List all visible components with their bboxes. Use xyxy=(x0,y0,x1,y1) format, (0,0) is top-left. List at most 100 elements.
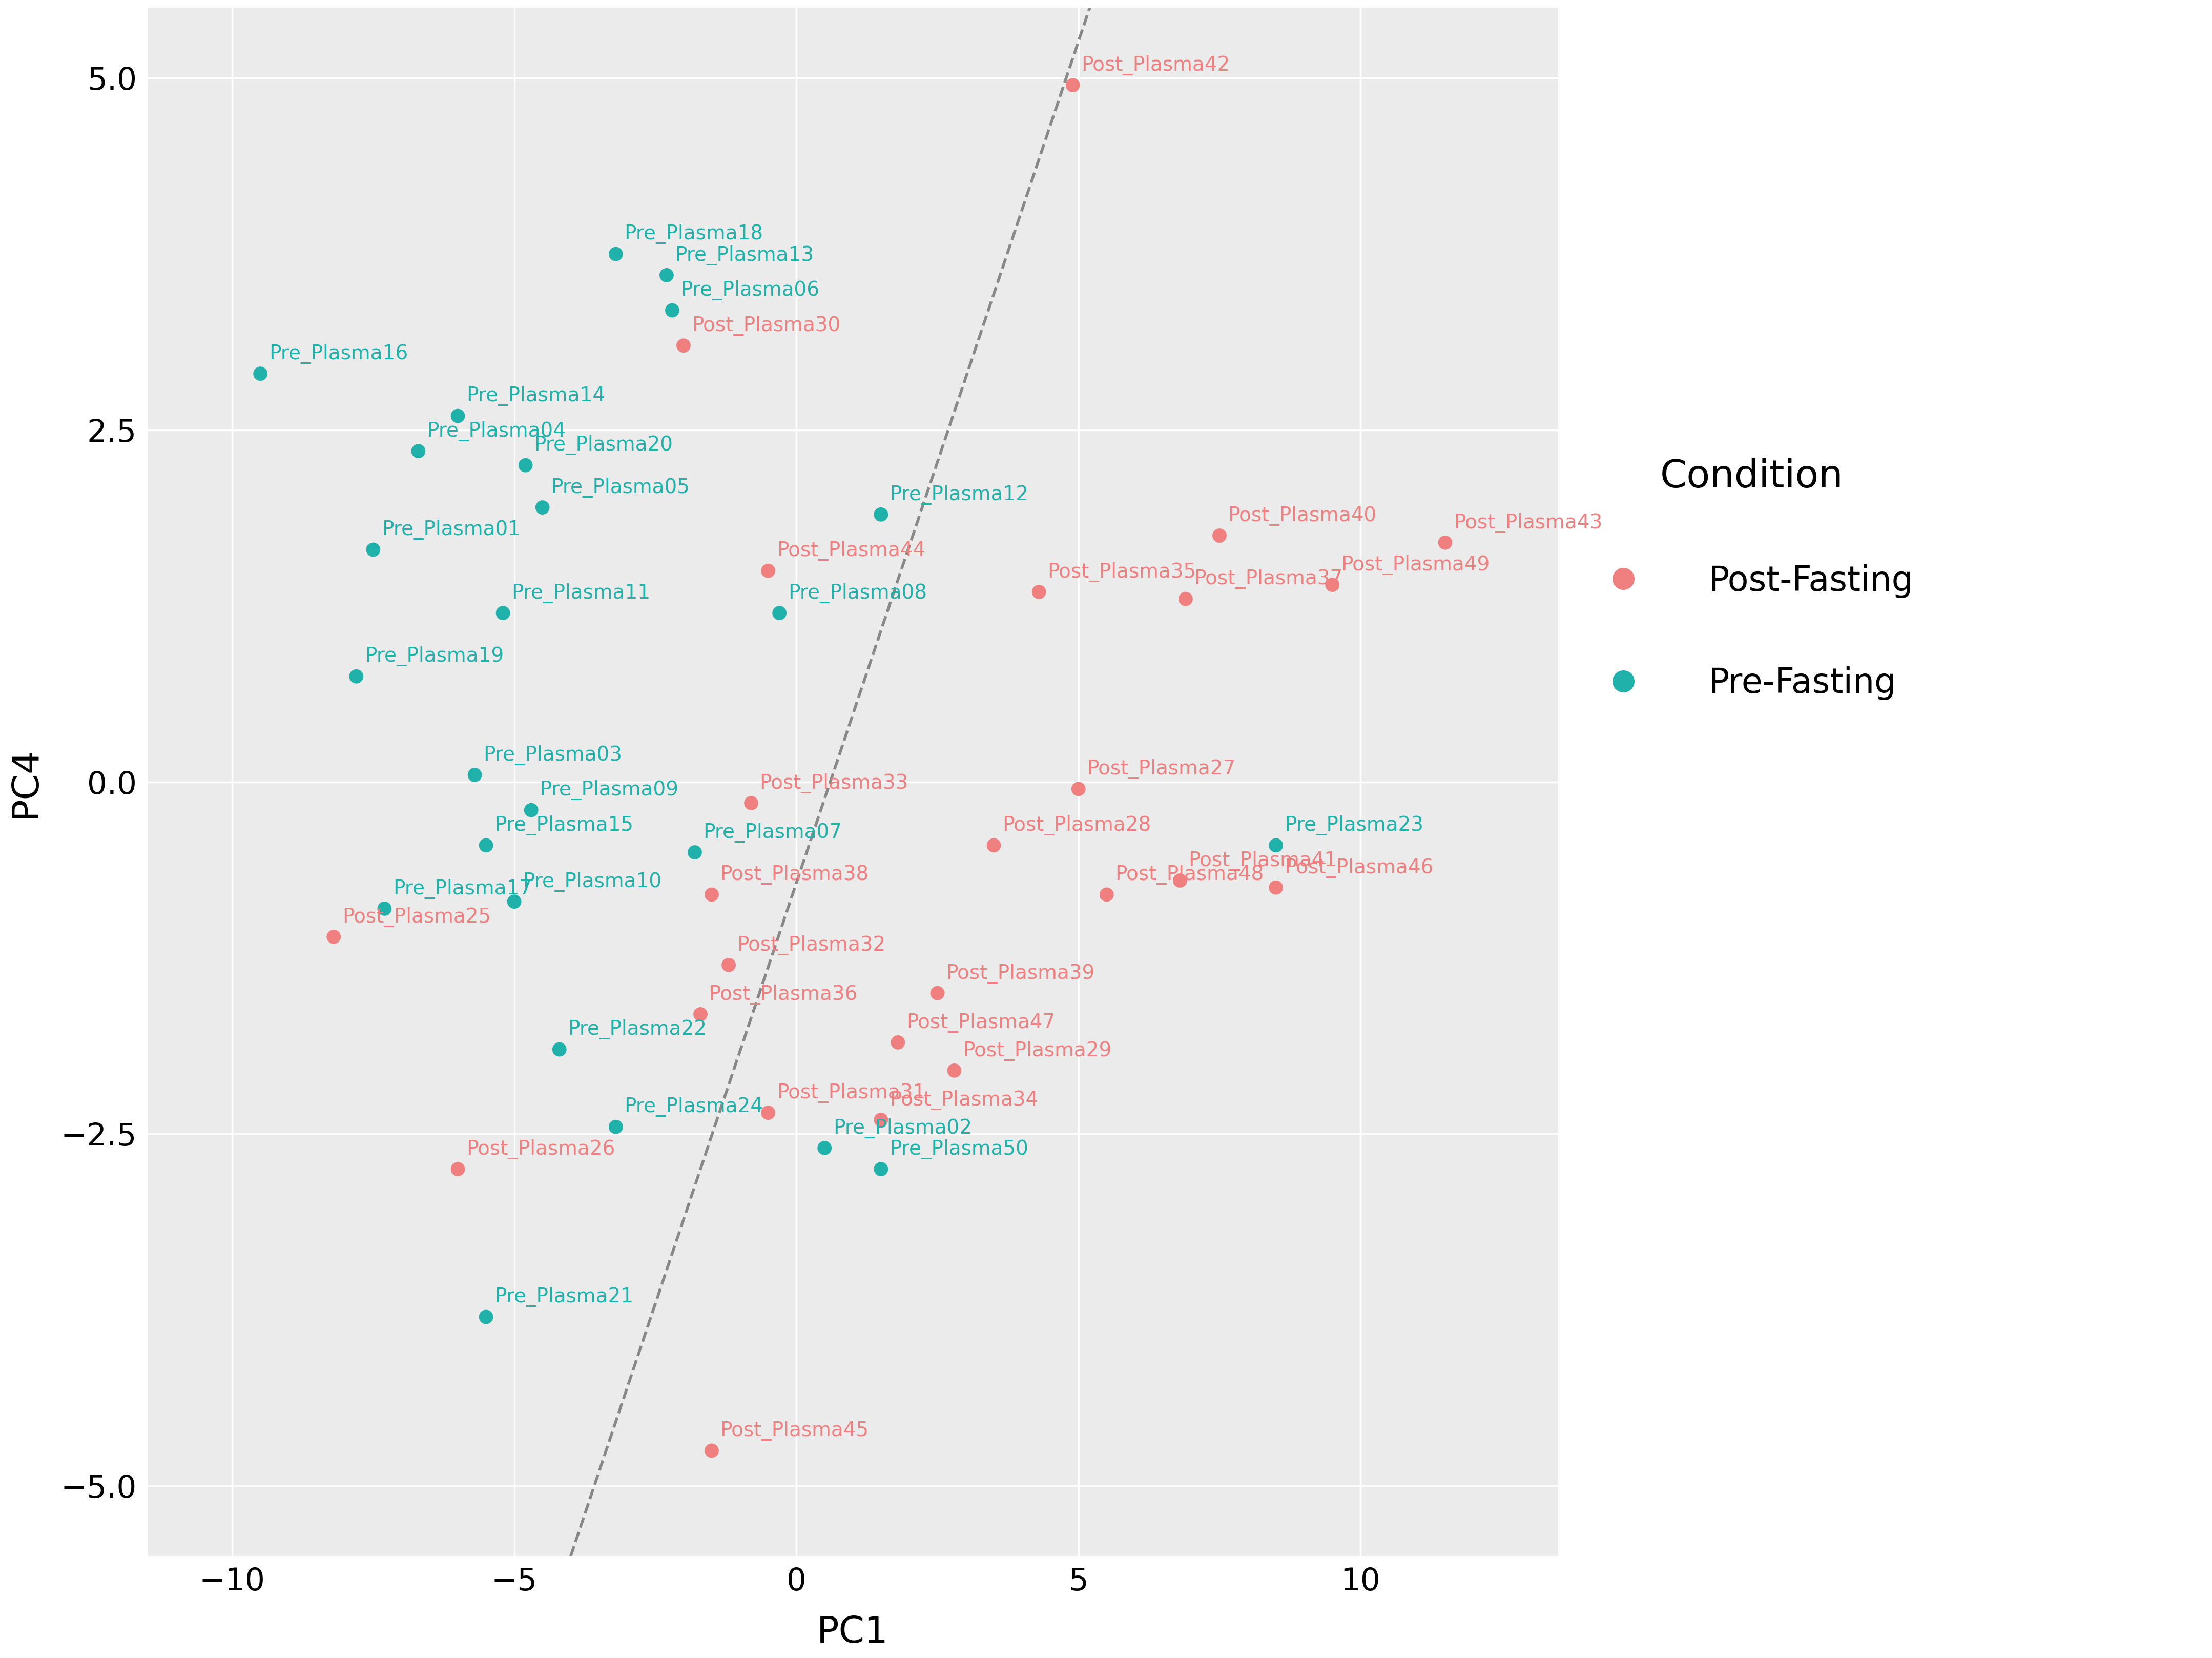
Text: Pre_Plasma22: Pre_Plasma22 xyxy=(568,1020,706,1040)
Point xyxy=(666,332,701,358)
Point xyxy=(880,1030,916,1056)
Point xyxy=(400,438,436,464)
Text: Post_Plasma44: Post_Plasma44 xyxy=(776,541,925,560)
Point xyxy=(1022,579,1057,605)
Point xyxy=(469,1303,504,1330)
Point xyxy=(684,1001,719,1028)
Text: Post_Plasma42: Post_Plasma42 xyxy=(1082,55,1230,75)
Point xyxy=(1201,522,1237,549)
Point xyxy=(316,924,352,950)
Text: Pre_Plasma08: Pre_Plasma08 xyxy=(787,584,927,604)
Point xyxy=(1168,585,1203,612)
Text: Pre_Plasma05: Pre_Plasma05 xyxy=(551,478,690,497)
Text: Post_Plasma38: Post_Plasma38 xyxy=(721,865,869,885)
Point xyxy=(597,240,633,267)
Text: Post_Plasma48: Post_Plasma48 xyxy=(1115,865,1263,885)
Point xyxy=(597,1114,633,1141)
Text: Post_Plasma36: Post_Plasma36 xyxy=(708,985,858,1005)
Text: Pre_Plasma20: Pre_Plasma20 xyxy=(533,436,672,456)
Text: Pre_Plasma06: Pre_Plasma06 xyxy=(681,280,821,300)
Point xyxy=(936,1058,971,1084)
Text: Post_Plasma45: Post_Plasma45 xyxy=(721,1421,869,1441)
Point xyxy=(1161,867,1197,894)
Point xyxy=(542,1036,577,1063)
Point xyxy=(469,832,504,859)
Point xyxy=(484,600,520,627)
Text: Pre_Plasma16: Pre_Plasma16 xyxy=(270,343,407,363)
Point xyxy=(1259,832,1294,859)
Point xyxy=(356,537,392,564)
Point xyxy=(1314,572,1349,599)
Text: Post_Plasma49: Post_Plasma49 xyxy=(1340,555,1489,575)
Text: Pre_Plasma02: Pre_Plasma02 xyxy=(834,1117,971,1137)
Text: Post_Plasma26: Post_Plasma26 xyxy=(467,1139,615,1159)
Point xyxy=(750,1099,785,1126)
Text: Pre_Plasma15: Pre_Plasma15 xyxy=(495,816,633,836)
Text: Post_Plasma32: Post_Plasma32 xyxy=(737,935,885,955)
Text: Pre_Plasma03: Pre_Plasma03 xyxy=(482,744,622,764)
Point xyxy=(761,600,796,627)
Text: Pre_Plasma12: Pre_Plasma12 xyxy=(889,484,1029,504)
Point xyxy=(750,557,785,584)
Point xyxy=(863,1106,898,1132)
Text: Post_Plasma46: Post_Plasma46 xyxy=(1285,857,1433,877)
Text: Pre_Plasma11: Pre_Plasma11 xyxy=(511,584,650,604)
Point xyxy=(1427,529,1462,555)
Text: Pre_Plasma18: Pre_Plasma18 xyxy=(624,224,763,244)
Text: Pre_Plasma07: Pre_Plasma07 xyxy=(703,822,843,842)
Text: Post_Plasma30: Post_Plasma30 xyxy=(692,315,841,335)
Text: Post_Plasma37: Post_Plasma37 xyxy=(1194,569,1343,589)
Text: Pre_Plasma13: Pre_Plasma13 xyxy=(675,245,814,265)
Point xyxy=(710,952,745,978)
Text: Pre_Plasma04: Pre_Plasma04 xyxy=(427,421,566,441)
Text: Post_Plasma40: Post_Plasma40 xyxy=(1228,506,1376,526)
Text: Pre_Plasma21: Pre_Plasma21 xyxy=(495,1287,633,1307)
Text: Post_Plasma27: Post_Plasma27 xyxy=(1086,759,1237,779)
Legend: Post-Fasting, Pre-Fasting: Post-Fasting, Pre-Fasting xyxy=(1588,458,1913,700)
Text: Post_Plasma35: Post_Plasma35 xyxy=(1048,562,1197,582)
Point xyxy=(655,297,690,323)
Text: Post_Plasma33: Post_Plasma33 xyxy=(759,773,909,793)
Point xyxy=(495,889,531,915)
Point xyxy=(440,1156,476,1182)
Text: Pre_Plasma24: Pre_Plasma24 xyxy=(624,1098,763,1117)
Y-axis label: PC4: PC4 xyxy=(7,746,42,817)
Point xyxy=(807,1134,843,1161)
Text: Pre_Plasma10: Pre_Plasma10 xyxy=(522,872,661,892)
Text: Pre_Plasma17: Pre_Plasma17 xyxy=(394,879,531,899)
Point xyxy=(975,832,1011,859)
Point xyxy=(367,895,403,922)
Text: Post_Plasma31: Post_Plasma31 xyxy=(776,1083,925,1103)
Point xyxy=(458,761,493,788)
Text: Post_Plasma41: Post_Plasma41 xyxy=(1188,851,1338,870)
Point xyxy=(509,453,544,479)
Point xyxy=(648,262,684,288)
Point xyxy=(513,797,549,824)
Point xyxy=(1259,874,1294,900)
Text: Pre_Plasma09: Pre_Plasma09 xyxy=(540,781,679,801)
Text: Post_Plasma47: Post_Plasma47 xyxy=(907,1013,1055,1033)
Text: Pre_Plasma14: Pre_Plasma14 xyxy=(467,386,606,406)
Text: Pre_Plasma23: Pre_Plasma23 xyxy=(1285,816,1422,836)
Point xyxy=(677,839,712,865)
Text: Pre_Plasma50: Pre_Plasma50 xyxy=(889,1139,1029,1159)
Point xyxy=(243,360,279,386)
Text: Post_Plasma25: Post_Plasma25 xyxy=(343,907,491,927)
Point xyxy=(695,882,730,909)
Text: Post_Plasma29: Post_Plasma29 xyxy=(962,1041,1113,1061)
Text: Post_Plasma28: Post_Plasma28 xyxy=(1002,816,1150,836)
Point xyxy=(1088,882,1124,909)
Point xyxy=(338,663,374,690)
Text: Post_Plasma34: Post_Plasma34 xyxy=(889,1089,1037,1109)
Point xyxy=(1055,71,1091,98)
X-axis label: PC1: PC1 xyxy=(816,1615,889,1650)
Text: Pre_Plasma01: Pre_Plasma01 xyxy=(383,521,520,541)
Text: Post_Plasma43: Post_Plasma43 xyxy=(1453,512,1601,532)
Point xyxy=(920,980,956,1006)
Point xyxy=(863,501,898,527)
Point xyxy=(1062,776,1097,802)
Point xyxy=(524,494,560,521)
Text: Post_Plasma39: Post_Plasma39 xyxy=(947,963,1095,983)
Point xyxy=(695,1437,730,1464)
Point xyxy=(863,1156,898,1182)
